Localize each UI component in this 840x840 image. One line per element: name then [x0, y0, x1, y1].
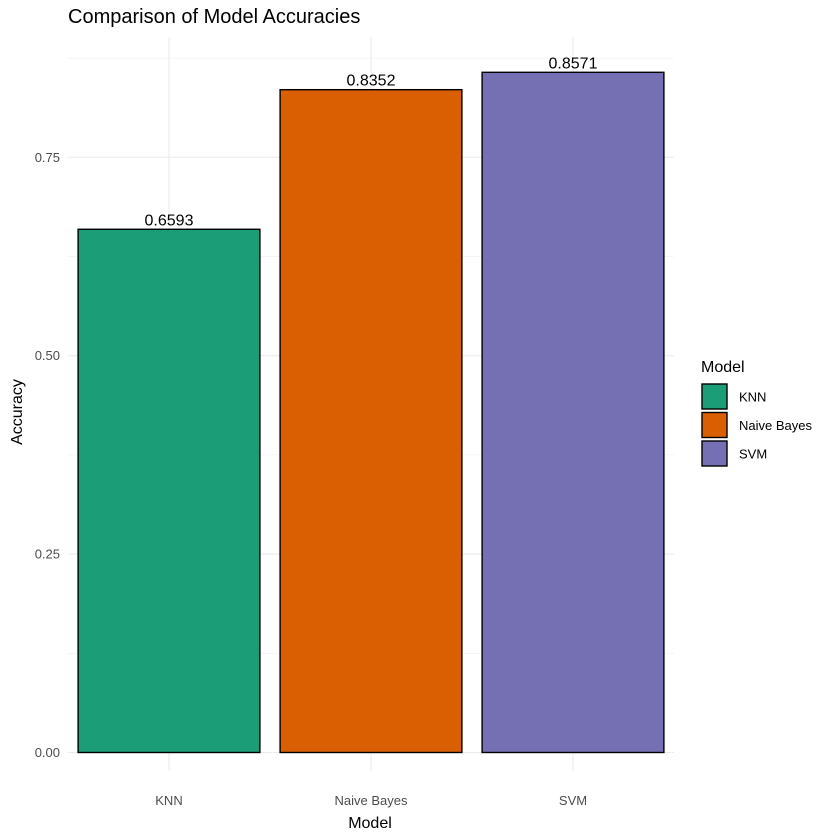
bar-svm — [481, 71, 665, 754]
data-label: 0.6593 — [145, 212, 194, 229]
y-axis-ticks: 0.00 0.25 0.50 0.75 — [35, 150, 60, 760]
legend-key — [701, 411, 728, 439]
legend-key — [701, 440, 728, 467]
legend-key — [701, 383, 728, 410]
chart-title: Comparison of Model Accuracies — [68, 6, 360, 28]
legend-label: SVM — [739, 447, 767, 462]
data-labels-group: 0.6593 0.8352 0.8571 — [145, 55, 598, 229]
x-axis-title: Model — [348, 815, 392, 832]
data-label: 0.8571 — [549, 55, 598, 72]
y-tick-label: 0.00 — [35, 745, 60, 760]
y-tick-label: 0.75 — [35, 150, 60, 165]
x-tick-label: SVM — [559, 793, 587, 808]
legend: Model KNN Naive Bayes SVM — [701, 359, 812, 467]
bar-knn — [77, 228, 261, 754]
bar-naive-bayes — [279, 88, 463, 754]
legend-label: KNN — [739, 390, 766, 405]
legend-label: Naive Bayes — [739, 418, 812, 433]
x-tick-label: KNN — [155, 793, 182, 808]
x-tick-label: Naive Bayes — [335, 793, 408, 808]
y-tick-label: 0.25 — [35, 547, 60, 562]
bars-group — [77, 71, 665, 754]
y-tick-label: 0.50 — [35, 348, 60, 363]
y-axis-title: Accuracy — [9, 379, 26, 445]
x-axis-ticks: KNN Naive Bayes SVM — [155, 793, 587, 808]
data-label: 0.8352 — [347, 73, 396, 90]
legend-title: Model — [701, 359, 745, 376]
